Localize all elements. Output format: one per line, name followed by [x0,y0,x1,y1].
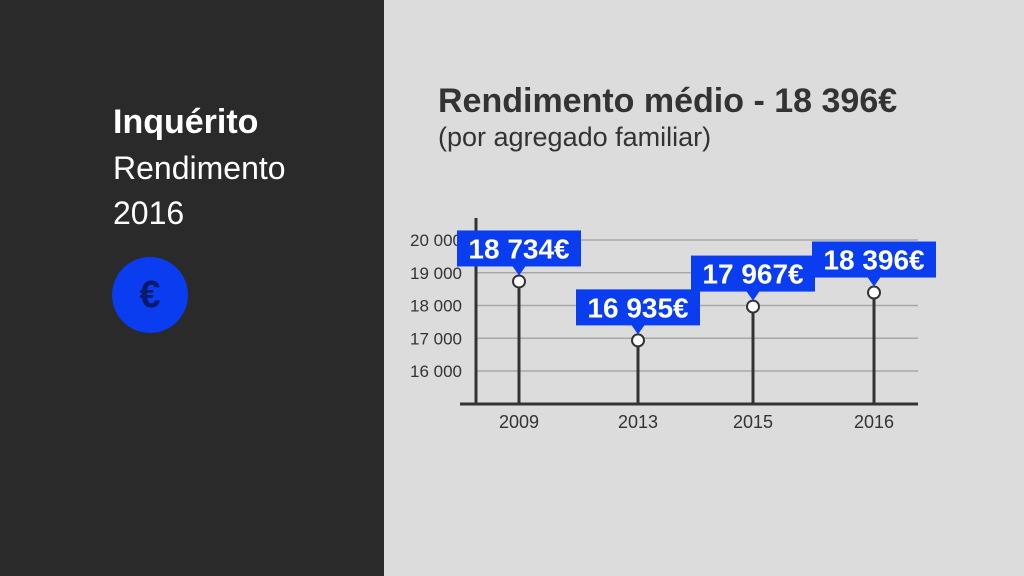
sidebar-year: 2016 [113,195,185,231]
left-panel: Inquérito Rendimento 2016 € [0,0,384,576]
data-point [631,333,645,348]
chart-subtitle: (por agregado familiar) [438,122,712,152]
data-point [512,274,526,289]
x-tick-label: 2009 [499,412,539,432]
lollipop-chart: 16 000 17 000 18 000 19 000 20 000 18 734€ 20… [410,218,936,432]
label-pointer [631,324,645,335]
grid-lines: 16 000 17 000 18 000 19 000 20 000 [410,231,918,381]
label-pointer [746,290,760,301]
x-tick-label: 2013 [618,412,658,432]
chart-title: Rendimento médio - 18 396€ [438,82,898,120]
y-tick-label: 19 000 [410,264,462,283]
data-point [867,285,881,300]
data-label: 16 935€ [587,292,689,323]
label-box [576,289,700,326]
y-tick-label: 18 000 [410,297,462,316]
data-point [746,299,760,314]
y-tick-label: 16 000 [410,362,462,381]
sidebar-subtitle: Rendimento [113,150,286,186]
label-box [812,241,936,278]
label-pointer [867,276,881,287]
data-label: 18 396€ [823,245,925,276]
euro-icon: € [112,257,188,333]
y-tick-label: 20 000 [410,231,462,250]
x-tick-label: 2016 [854,412,894,432]
label-box [691,255,815,292]
data-label: 18 734€ [468,233,570,264]
data-marks: 18 734€ 2009 16 935€ 2013 17 967€ 2015 18 396€… [457,230,936,432]
data-label: 17 967€ [702,259,804,290]
euro-symbol: € [139,274,161,316]
label-pointer [512,265,526,276]
y-tick-label: 17 000 [410,329,462,348]
x-tick-label: 2015 [733,412,773,432]
sidebar-title: Inquérito [113,103,259,141]
label-box [457,230,581,267]
